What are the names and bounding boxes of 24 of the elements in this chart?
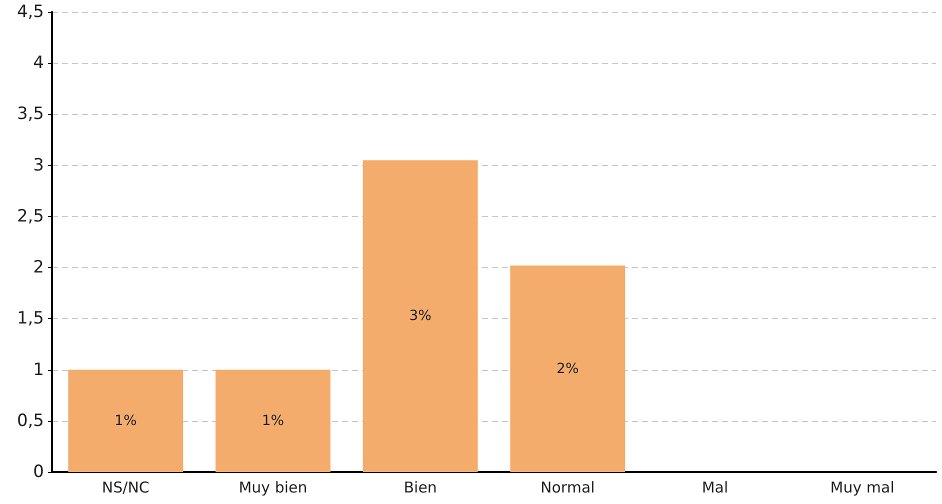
y-tick-label: 3,5 — [16, 104, 44, 124]
y-tick-label: 0,5 — [16, 410, 44, 431]
data-label: 2% — [556, 360, 579, 377]
y-tick-label: 1,5 — [16, 308, 44, 329]
y-tick-label: 1 — [33, 360, 44, 380]
y-tick-label: 2,5 — [16, 206, 44, 226]
x-tick-label: Bien — [404, 478, 437, 496]
bar — [510, 266, 626, 472]
y-tick-label: 3 — [33, 155, 44, 176]
x-tick-label: Muy mal — [830, 478, 894, 496]
y-tick-label: 4 — [33, 53, 44, 74]
x-tick-label: Mal — [702, 478, 728, 496]
data-label: 1% — [262, 412, 284, 429]
x-tick-label: Muy bien — [238, 478, 308, 496]
bar — [362, 160, 478, 472]
x-tick-label: Normal — [540, 478, 595, 496]
data-label: 1% — [114, 412, 137, 429]
bar — [68, 370, 184, 472]
y-tick-label: 2 — [33, 258, 44, 278]
y-tick-label: 0 — [33, 462, 44, 482]
bar — [216, 370, 330, 472]
data-label: 3% — [409, 308, 432, 324]
x-tick-label: NS/NC — [102, 478, 150, 496]
y-tick-label: 4,5 — [16, 2, 44, 22]
